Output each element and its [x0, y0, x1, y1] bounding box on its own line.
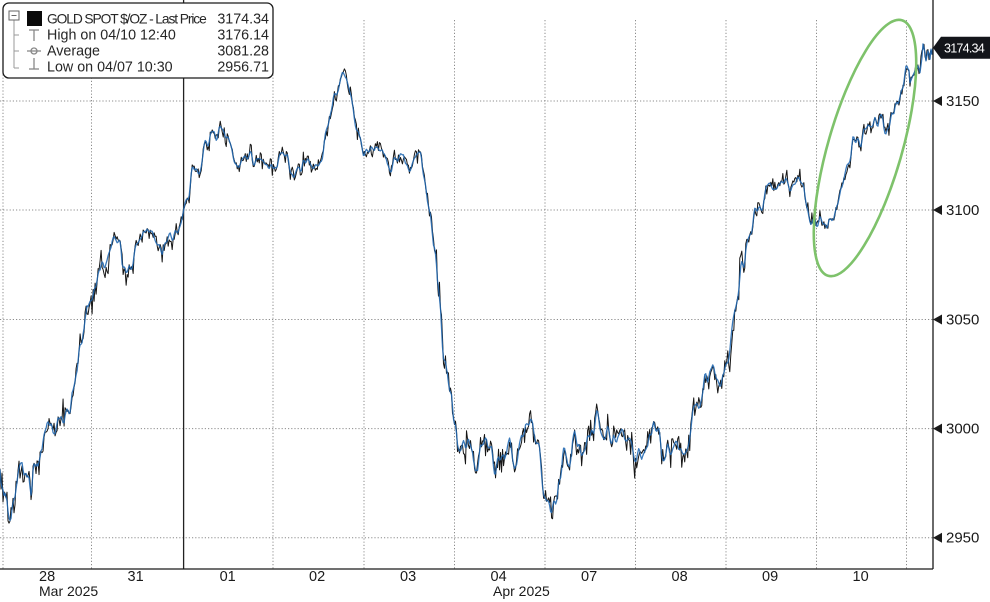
- svg-text:3174.34: 3174.34: [217, 12, 269, 28]
- svg-text:01: 01: [220, 569, 236, 585]
- svg-text:High on 04/10 12:40: High on 04/10 12:40: [47, 28, 176, 44]
- svg-text:09: 09: [762, 569, 778, 585]
- svg-text:02: 02: [309, 569, 325, 585]
- svg-text:2956.71: 2956.71: [217, 60, 269, 76]
- svg-text:3176.14: 3176.14: [217, 28, 269, 44]
- svg-text:3150: 3150: [946, 93, 979, 110]
- svg-text:31: 31: [128, 569, 144, 585]
- svg-text:2950: 2950: [946, 530, 979, 547]
- svg-text:10: 10: [853, 569, 869, 585]
- svg-text:3000: 3000: [946, 421, 979, 438]
- svg-text:Average: Average: [47, 44, 100, 60]
- svg-text:Apr 2025: Apr 2025: [493, 583, 550, 599]
- svg-text:03: 03: [400, 569, 416, 585]
- svg-text:3081.28: 3081.28: [217, 44, 269, 60]
- svg-text:3174.34: 3174.34: [944, 42, 985, 56]
- svg-text:GOLD SPOT $/OZ - Last Price: GOLD SPOT $/OZ - Last Price: [47, 12, 207, 27]
- svg-text:3050: 3050: [946, 312, 979, 329]
- svg-text:07: 07: [581, 569, 597, 585]
- svg-text:Mar 2025: Mar 2025: [39, 583, 98, 599]
- svg-text:Low on 04/07 10:30: Low on 04/07 10:30: [47, 60, 173, 76]
- svg-text:3100: 3100: [946, 202, 979, 219]
- svg-text:08: 08: [672, 569, 688, 585]
